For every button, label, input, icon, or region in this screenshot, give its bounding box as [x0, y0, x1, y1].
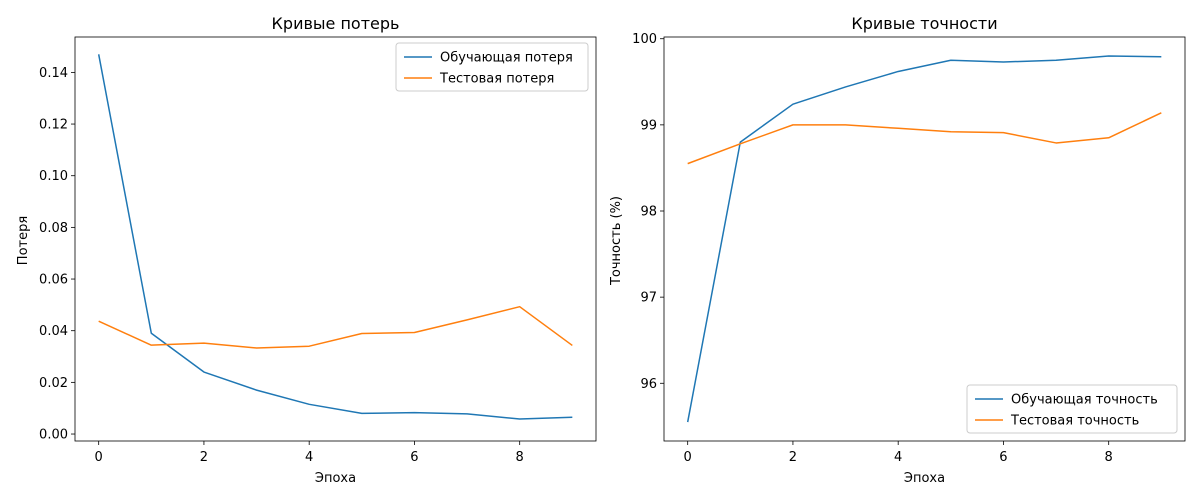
- loss-chart-y-tick-label: 0.02: [39, 376, 68, 391]
- loss-chart-xlabel: Эпоха: [315, 471, 356, 486]
- loss-chart-title: Кривые потерь: [272, 14, 400, 33]
- loss-chart-legend-label-1: Обучающая потеря: [440, 51, 573, 66]
- accuracy-chart-y-tick-label: 97: [640, 291, 657, 306]
- loss-chart-legend-label-2: Тестовая потеря: [439, 72, 554, 87]
- accuracy-chart-x-tick-label: 8: [1105, 450, 1113, 465]
- accuracy-chart-legend: Обучающая точность Тестовая точность: [966, 384, 1178, 434]
- accuracy-chart-x-tick-label: 6: [999, 450, 1007, 465]
- loss-chart-x-tick-label: 0: [95, 450, 103, 465]
- accuracy-chart-x-tick-label: 4: [894, 450, 902, 465]
- accuracy-chart-y-tick-label: 96: [640, 377, 657, 392]
- accuracy-chart-y-tick-label: 99: [640, 118, 657, 133]
- accuracy-chart-ylabel: Точность (%): [609, 196, 624, 286]
- accuracy-chart-axes-frame: [663, 36, 1186, 442]
- accuracy-chart-x-tick-label: 2: [789, 450, 797, 465]
- accuracy-chart: Кривые точности Эпоха Точность (%) 0 2 4 6 8…: [609, 14, 1186, 486]
- accuracy-chart-series-line-2: [687, 112, 1162, 165]
- loss-chart-x-tick-label: 6: [410, 450, 418, 465]
- loss-chart-y-tick-label: 0.00: [39, 428, 68, 443]
- loss-chart-x-tick-label: 2: [200, 450, 208, 465]
- loss-chart-legend: Обучающая потеря Тестовая потеря: [395, 42, 589, 92]
- accuracy-chart-x-tick-label: 0: [684, 450, 692, 465]
- loss-chart-series-line-2: [98, 305, 573, 349]
- loss-chart-y-tick-label: 0.04: [39, 324, 68, 339]
- accuracy-chart-legend-box: [966, 384, 1178, 434]
- loss-chart-x-tick-label: 8: [516, 450, 524, 465]
- loss-chart-y-tick-label: 0.10: [39, 169, 68, 184]
- loss-chart-x-tick-label: 4: [305, 450, 313, 465]
- accuracy-chart-title: Кривые точности: [851, 14, 997, 33]
- accuracy-chart-y-tick-label: 100: [632, 32, 657, 47]
- loss-chart-series-line-1: [97, 54, 573, 420]
- accuracy-chart-legend-label-2: Тестовая точность: [1010, 414, 1139, 429]
- accuracy-chart-y-tick-label: 98: [640, 205, 657, 220]
- accuracy-chart-xlabel: Эпоха: [904, 471, 945, 486]
- accuracy-chart-series-line-1: [686, 55, 1162, 423]
- loss-chart-y-tick-label: 0.06: [39, 273, 68, 288]
- loss-chart: Кривые потерь Эпоха Потеря 0 2 4 6 8 0.00 0.02…: [16, 14, 597, 486]
- loss-chart-ylabel: Потеря: [16, 216, 31, 265]
- loss-chart-axes-frame: [74, 36, 597, 442]
- loss-chart-legend-box: [395, 42, 589, 92]
- loss-chart-y-tick-label: 0.12: [39, 118, 68, 133]
- loss-chart-y-tick-label: 0.14: [39, 66, 68, 81]
- loss-chart-y-tick-label: 0.08: [39, 221, 68, 236]
- accuracy-chart-legend-label-1: Обучающая точность: [1011, 393, 1158, 408]
